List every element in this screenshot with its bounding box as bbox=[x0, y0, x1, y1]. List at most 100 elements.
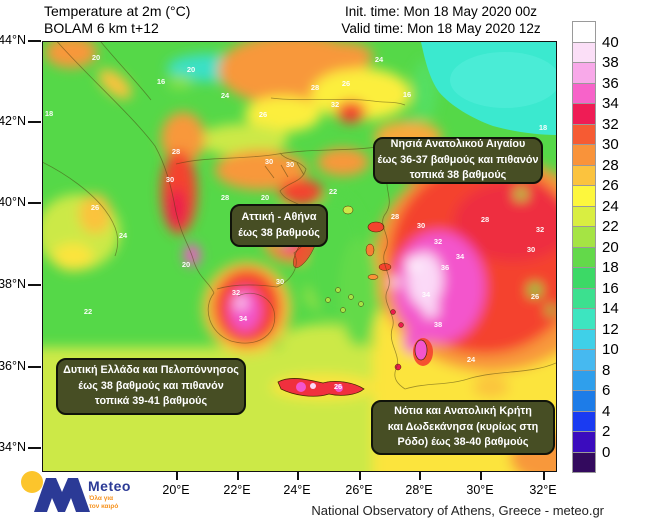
colorbar-label: 36 bbox=[602, 74, 619, 92]
lon-tick bbox=[297, 471, 299, 480]
colorbar-label: 10 bbox=[602, 341, 619, 358]
lat-label: 34°N bbox=[0, 440, 26, 454]
annotation-line: Αττική - Αθήνα bbox=[241, 211, 317, 223]
map-temperature-value: 18 bbox=[539, 123, 547, 132]
lon-tick bbox=[359, 471, 361, 480]
annotation-line: έως 38 βαθμούς και πιθανόν bbox=[78, 379, 224, 392]
map-temperature-value: 22 bbox=[329, 187, 337, 196]
map-temperature-value: 30 bbox=[527, 245, 535, 254]
lat-tick bbox=[28, 202, 41, 204]
lon-tick bbox=[237, 471, 239, 480]
colorbar-cell bbox=[572, 267, 596, 289]
map-temperature-value: 28 bbox=[172, 147, 180, 156]
map-temperature-value: 32 bbox=[536, 225, 544, 234]
annotation-line: Ρόδο) έως 38-40 βαθμούς bbox=[397, 436, 529, 449]
run-times: Init. time: Mon 18 May 2020 00z Valid ti… bbox=[328, 3, 554, 37]
map-temperature-value: 38 bbox=[434, 320, 442, 329]
lon-label: 24°E bbox=[283, 483, 311, 497]
colorbar-label: 4 bbox=[602, 402, 611, 420]
colorbar-cell bbox=[572, 451, 596, 473]
map-temperature-value: 22 bbox=[84, 307, 92, 316]
map-value-labels: 18 20 16 20 24 26 28 32 26 24 16 18 28 30 28 30 26 24 30 22… bbox=[45, 53, 547, 391]
lat-tick bbox=[28, 40, 41, 42]
lat-tick bbox=[28, 284, 41, 286]
colorbar-cell bbox=[572, 328, 596, 350]
map-temperature-value: 30 bbox=[417, 221, 425, 230]
map-temperature-value: 24 bbox=[119, 231, 128, 240]
lon-label: 32°E bbox=[529, 483, 557, 497]
annotation-line: Νότια και Ανατολική Κρήτη bbox=[394, 405, 532, 418]
map-title-line2: BOLAM 6 km t+12 bbox=[44, 20, 159, 36]
colorbar-label: 24 bbox=[602, 197, 619, 215]
credit-text: National Observatory of Athens, Greece -… bbox=[311, 503, 604, 518]
colorbar-label: 38 bbox=[602, 54, 619, 71]
lat-label: 36°N bbox=[0, 359, 26, 373]
lon-label: 28°E bbox=[405, 483, 433, 497]
map-temperature-value: 16 bbox=[403, 90, 411, 99]
map-temperature-value: 16 bbox=[157, 77, 165, 86]
colorbar-cell bbox=[572, 205, 596, 227]
map-temperature-value: 26 bbox=[342, 79, 350, 88]
map-temperature-value: 28 bbox=[221, 193, 229, 202]
meteo-m-icon bbox=[34, 478, 90, 512]
colorbar-cell bbox=[572, 349, 596, 371]
crete-hotspot bbox=[310, 383, 316, 389]
init-time: Init. time: Mon 18 May 2020 00z bbox=[344, 4, 538, 19]
annotation-line: και Δωδεκάνησα (κυρίως στη bbox=[387, 420, 539, 433]
colorbar-cell bbox=[572, 123, 596, 145]
map-temperature-value: 24 bbox=[375, 55, 384, 64]
map-temperature-value: 18 bbox=[45, 109, 53, 118]
colorbar-cell bbox=[572, 164, 596, 186]
lat-label: 40°N bbox=[0, 195, 26, 209]
annotation-line: έως 36-37 βαθμούς και πιθανόν bbox=[377, 153, 539, 166]
annotation-line: έως 38 βαθμούς bbox=[238, 226, 320, 239]
lon-label: 20°E bbox=[162, 483, 190, 497]
colorbar-cell bbox=[572, 103, 596, 125]
colorbar-label: 20 bbox=[602, 238, 619, 256]
lon-label: 30°E bbox=[466, 483, 494, 497]
colorbar-cell bbox=[572, 41, 596, 63]
map-temperature-value: 20 bbox=[261, 193, 269, 202]
annotation-crete-dodecanese: Νότια και Ανατολική Κρήτη και Δωδεκάνησα… bbox=[371, 400, 555, 455]
meteo-logo-name: Meteo bbox=[88, 478, 131, 494]
map-temperature-value: 26 bbox=[531, 292, 539, 301]
temperature-colorbar: 40 38 36 34 32 30 28 26 24 22 20 18 16 14 12 10 8 6 4 2 0 bbox=[572, 21, 619, 473]
map-temperature-value: 30 bbox=[286, 160, 294, 169]
map-temperature-value: 28 bbox=[311, 83, 319, 92]
colorbar-cell bbox=[572, 287, 596, 309]
colorbar-label: 6 bbox=[602, 382, 611, 399]
meteo-logo bbox=[20, 470, 170, 525]
colorbar-label: 26 bbox=[602, 177, 619, 194]
lon-label: 22°E bbox=[223, 483, 251, 497]
map-temperature-value: 30 bbox=[166, 175, 174, 184]
colorbar-cell bbox=[572, 308, 596, 330]
colorbar-label: 12 bbox=[602, 320, 619, 338]
map-temperature-value: 26 bbox=[91, 203, 99, 212]
annotation-line: τοπικά 38 βαθμούς bbox=[409, 169, 507, 182]
lat-label: 42°N bbox=[0, 114, 26, 128]
map-temperature-value: 32 bbox=[232, 288, 240, 297]
map-temperature-value: 28 bbox=[391, 212, 399, 221]
lat-label: 44°N bbox=[0, 33, 26, 47]
annotation-line: Δυτική Ελλάδα και Πελοπόννησος bbox=[63, 364, 239, 377]
colorbar-label: 22 bbox=[602, 218, 619, 235]
colorbar-label: 40 bbox=[602, 33, 619, 51]
map-temperature-value: 36 bbox=[441, 263, 449, 272]
map-temperature-value: 30 bbox=[265, 157, 273, 166]
annotation-line: τοπικά 39-41 βαθμούς bbox=[94, 395, 208, 408]
colorbar-label: 18 bbox=[602, 259, 619, 276]
colorbar-label: 34 bbox=[602, 95, 619, 112]
map-temperature-value: 34 bbox=[239, 314, 248, 323]
valid-time: Valid time: Mon 18 May 2020 12z bbox=[341, 21, 541, 36]
lon-tick bbox=[176, 471, 178, 480]
lon-tick bbox=[419, 471, 421, 480]
map-temperature-value: 30 bbox=[276, 277, 284, 286]
colorbar-cell bbox=[572, 185, 596, 207]
crete-hotspot bbox=[335, 384, 343, 392]
colorbar-label: 8 bbox=[602, 361, 611, 379]
map-title: Temperature at 2m (°C) BOLAM 6 km t+12 bbox=[44, 3, 190, 37]
annotation-line: Νησιά Ανατολικού Αιγαίου bbox=[390, 138, 526, 151]
colorbar-label: 30 bbox=[602, 136, 619, 153]
map-temperature-value: 34 bbox=[422, 290, 431, 299]
